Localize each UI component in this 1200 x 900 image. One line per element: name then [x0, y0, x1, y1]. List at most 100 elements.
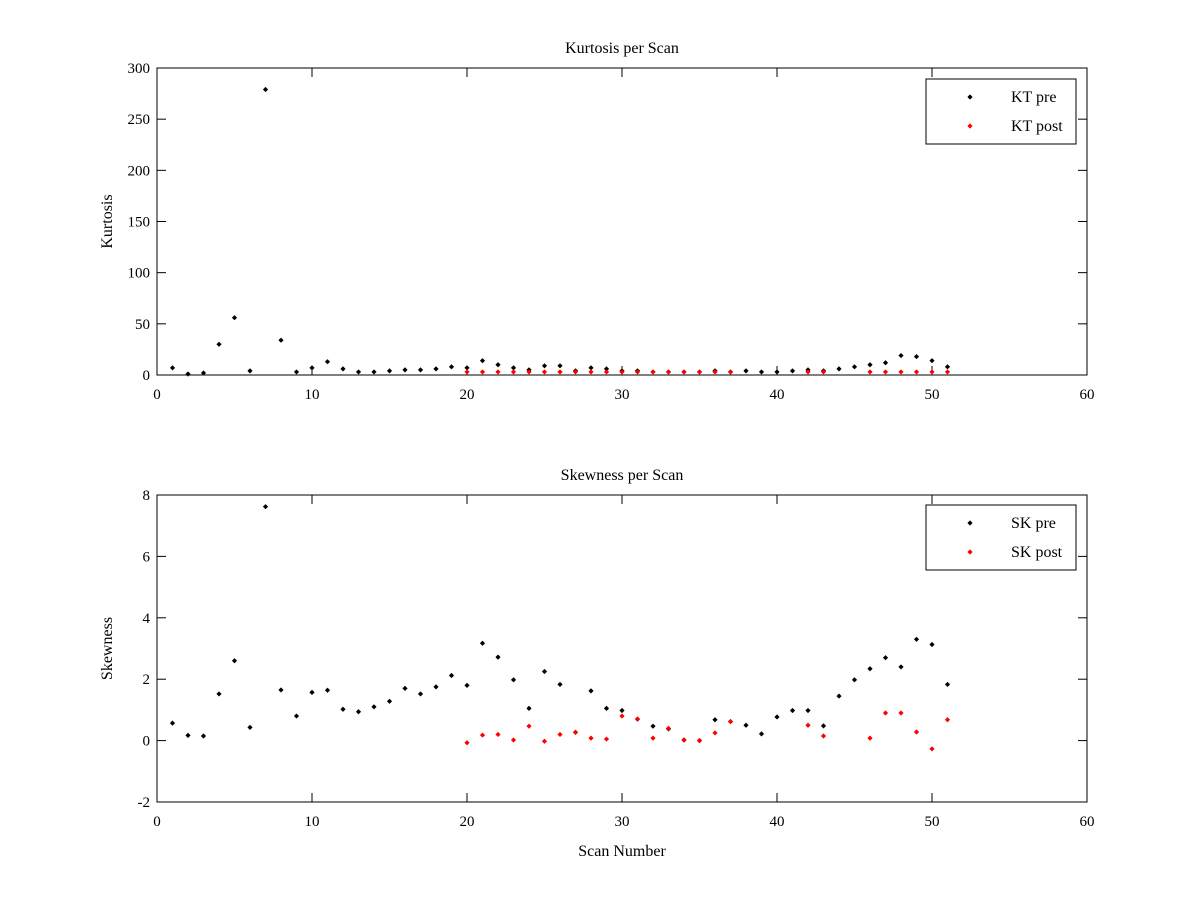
x-tick-label: 60 [1080, 387, 1095, 403]
data-point [278, 337, 284, 343]
x-tick-label: 30 [615, 387, 630, 403]
data-point [882, 710, 889, 716]
data-point [836, 366, 842, 372]
data-point [169, 365, 176, 371]
series-sk-post [464, 710, 951, 752]
data-point [185, 371, 191, 377]
legend-label: SK post [1011, 544, 1063, 561]
data-point [619, 713, 625, 719]
data-point [619, 707, 625, 714]
data-point [510, 365, 517, 371]
data-point [867, 369, 873, 375]
data-point [262, 86, 269, 93]
x-tick-label: 30 [615, 814, 630, 830]
data-point [929, 746, 935, 752]
data-point [603, 736, 610, 742]
data-point [805, 722, 811, 728]
data-point [929, 369, 935, 375]
data-point [479, 369, 486, 375]
data-point [200, 733, 207, 739]
data-point [479, 732, 486, 738]
data-point [495, 369, 501, 375]
data-point [464, 682, 470, 688]
data-point [913, 369, 920, 375]
x-tick-label: 40 [770, 387, 785, 403]
data-point [293, 713, 300, 719]
data-point [464, 369, 470, 375]
x-tick-label: 0 [153, 814, 161, 830]
data-point [510, 677, 517, 683]
data-point [402, 685, 408, 692]
data-point [634, 716, 641, 722]
data-point [851, 364, 858, 370]
data-point [929, 641, 935, 648]
data-point [541, 668, 548, 675]
data-point [743, 368, 749, 374]
y-tick-label: 0 [143, 368, 151, 384]
data-point [650, 723, 656, 729]
data-point [712, 369, 718, 375]
data-point [371, 704, 377, 710]
data-point [944, 717, 951, 723]
data-point [681, 737, 687, 743]
data-point [557, 681, 563, 688]
data-point [231, 315, 238, 321]
legend-marker [967, 520, 973, 526]
legend-label: KT post [1011, 118, 1063, 135]
data-point [882, 360, 889, 366]
data-point [324, 359, 331, 365]
data-point [386, 368, 393, 374]
y-tick-label: 0 [143, 734, 151, 750]
data-point [495, 731, 501, 738]
data-point [541, 363, 548, 369]
data-point [464, 365, 470, 371]
data-point [805, 369, 811, 375]
data-point [603, 369, 610, 375]
legend-marker [967, 123, 973, 129]
data-point [805, 707, 811, 714]
data-point [464, 740, 470, 746]
data-point [727, 369, 734, 375]
y-tick-label: 150 [128, 215, 151, 231]
legend-marker [967, 94, 973, 100]
data-point [789, 707, 796, 714]
y-tick-label: 50 [135, 317, 150, 333]
data-point [293, 369, 300, 375]
series-kt-post [464, 369, 951, 375]
data-point [898, 664, 904, 670]
data-point [541, 738, 548, 744]
data-point [913, 636, 920, 642]
data-point [557, 731, 563, 738]
data-point [727, 718, 734, 725]
data-point [479, 358, 486, 364]
data-point [882, 369, 889, 375]
data-point [247, 724, 253, 730]
data-point [479, 640, 486, 646]
data-point [402, 367, 408, 373]
data-point [572, 369, 579, 375]
x-tick-label: 10 [305, 387, 320, 403]
data-point [603, 705, 610, 711]
data-point [944, 364, 951, 370]
legend-box [925, 504, 1077, 571]
data-point [650, 735, 656, 741]
data-point [867, 666, 873, 672]
data-point [495, 654, 501, 660]
data-point [836, 693, 842, 699]
y-axis-label: Kurtosis [99, 194, 116, 248]
legend-label: KT pre [1011, 89, 1056, 106]
data-point [696, 738, 703, 744]
y-tick-label: 4 [143, 611, 151, 627]
data-point [557, 363, 563, 369]
data-point [588, 369, 594, 375]
y-tick-label: 2 [143, 672, 151, 688]
y-tick-label: 6 [143, 549, 151, 565]
data-point [696, 369, 703, 375]
legend-box [925, 78, 1077, 145]
data-point [541, 369, 548, 375]
data-point [913, 353, 920, 360]
data-point [712, 717, 718, 723]
legend-label: SK pre [1011, 515, 1056, 532]
data-point [309, 365, 315, 371]
